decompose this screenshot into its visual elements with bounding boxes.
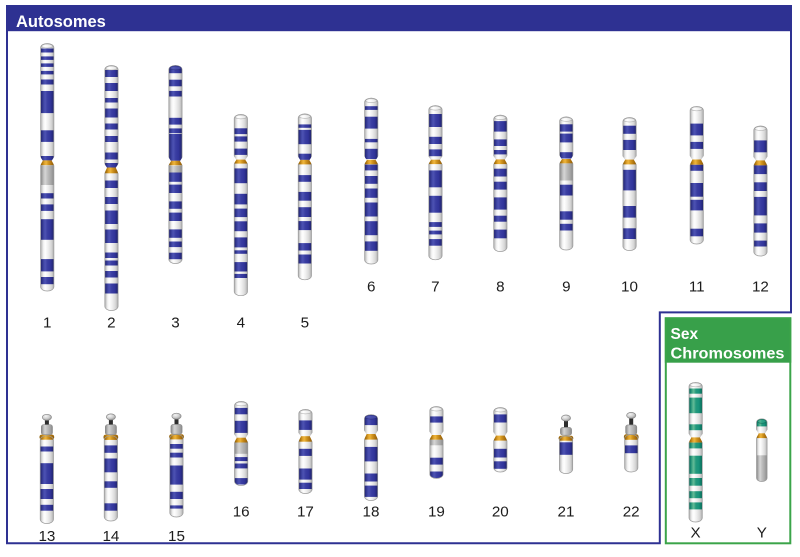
svg-text:22: 22: [623, 504, 640, 521]
svg-text:2: 2: [107, 315, 115, 332]
svg-text:19: 19: [428, 504, 445, 521]
svg-text:3: 3: [171, 315, 179, 332]
svg-text:6: 6: [367, 279, 375, 296]
svg-text:13: 13: [38, 528, 55, 545]
svg-text:5: 5: [301, 315, 309, 332]
svg-text:15: 15: [168, 528, 185, 545]
svg-text:Autosomes: Autosomes: [16, 13, 106, 31]
svg-text:8: 8: [496, 279, 504, 296]
svg-text:4: 4: [237, 315, 245, 332]
svg-text:Chromosomes: Chromosomes: [671, 346, 785, 363]
svg-text:Sex: Sex: [671, 326, 699, 343]
svg-text:X: X: [691, 525, 701, 542]
svg-text:9: 9: [562, 279, 570, 296]
svg-text:20: 20: [492, 504, 509, 521]
svg-text:12: 12: [752, 279, 769, 296]
svg-text:10: 10: [621, 279, 638, 296]
svg-text:18: 18: [363, 504, 380, 521]
svg-text:17: 17: [297, 504, 314, 521]
svg-text:14: 14: [102, 528, 119, 545]
svg-text:7: 7: [431, 279, 439, 296]
svg-text:1: 1: [43, 315, 51, 332]
svg-text:21: 21: [558, 504, 575, 521]
svg-text:Y: Y: [757, 525, 767, 542]
svg-text:11: 11: [689, 279, 705, 296]
svg-text:16: 16: [233, 504, 250, 521]
